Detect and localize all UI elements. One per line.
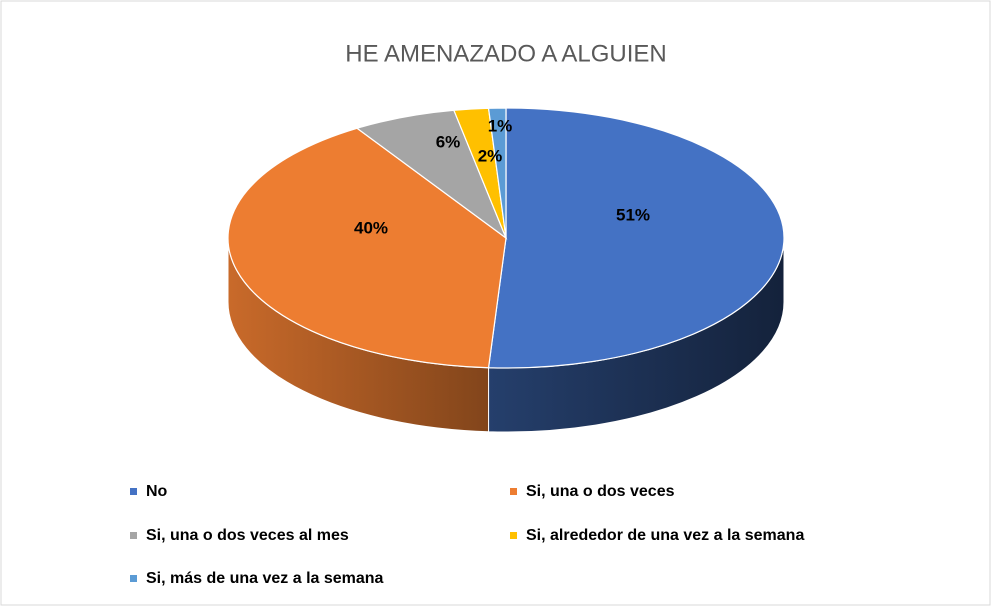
legend-swatch bbox=[130, 532, 137, 539]
chart-title: HE AMENAZADO A ALGUIEN bbox=[345, 40, 666, 67]
data-label: 51% bbox=[616, 205, 650, 224]
pie-slice bbox=[487, 107, 507, 239]
legend-swatch bbox=[130, 488, 137, 495]
legend-label: No bbox=[146, 483, 168, 500]
legend-swatch bbox=[510, 532, 517, 539]
pie-slice bbox=[227, 127, 507, 369]
data-label: 1% bbox=[488, 116, 513, 135]
legend-swatch bbox=[130, 575, 137, 582]
legend-label: Si, una o dos veces bbox=[526, 483, 675, 500]
data-label: 6% bbox=[436, 132, 461, 151]
pie-slice bbox=[487, 107, 785, 369]
legend-swatch bbox=[510, 488, 517, 495]
data-label: 2% bbox=[478, 146, 503, 165]
data-label: 40% bbox=[354, 218, 388, 237]
legend-label: Si, una o dos veces al mes bbox=[146, 527, 349, 544]
legend-label: Si, más de una vez a la semana bbox=[146, 570, 384, 587]
legend-label: Si, alrededor de una vez a la semana bbox=[526, 527, 804, 544]
